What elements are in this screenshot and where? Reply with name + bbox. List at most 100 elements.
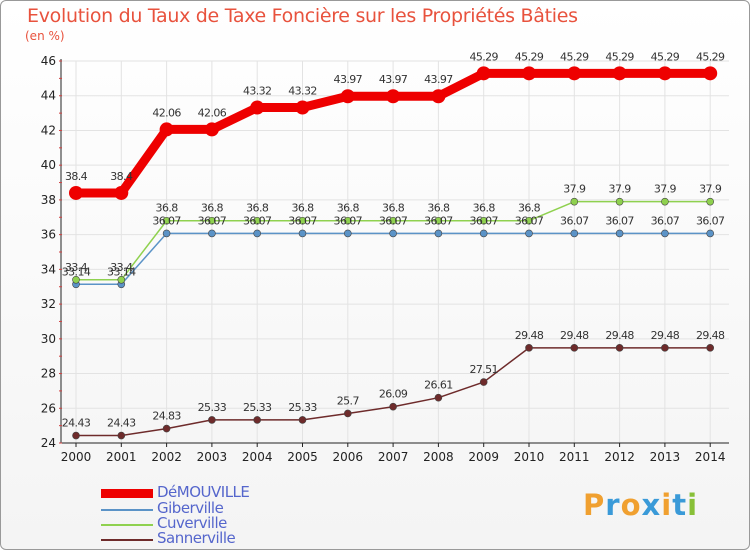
legend-label: Giberville <box>157 499 224 517</box>
data-label: 43.97 <box>334 73 363 86</box>
legend-label: Cuverville <box>157 514 227 532</box>
data-label: 42.06 <box>152 106 181 119</box>
proxiti-logo: Proxiti <box>583 488 698 522</box>
data-label: 36.07 <box>198 214 227 227</box>
data-label: 36.8 <box>246 202 269 215</box>
legend-label: DéMOUVILLE <box>157 483 250 501</box>
data-label: 36.07 <box>288 214 317 227</box>
data-label: 36.07 <box>469 214 498 227</box>
data-label: 36.07 <box>696 214 725 227</box>
data-label: 36.07 <box>334 214 363 227</box>
data-point <box>298 416 307 424</box>
data-label: 36.8 <box>518 202 541 215</box>
data-point <box>657 66 672 81</box>
y-tick-label: 42 <box>41 123 56 137</box>
x-tick-label: 2005 <box>287 450 318 464</box>
data-point <box>479 216 488 225</box>
data-point <box>706 344 715 352</box>
data-point <box>661 344 669 352</box>
data-label: 36.07 <box>515 214 544 227</box>
x-tick-label: 2012 <box>604 450 635 464</box>
data-label: 36.8 <box>337 202 360 215</box>
data-label: 33.14 <box>107 265 136 278</box>
y-tick-label: 44 <box>41 89 56 103</box>
data-point <box>295 100 310 115</box>
data-point <box>389 216 397 225</box>
data-point <box>253 216 262 225</box>
data-point <box>343 409 352 418</box>
data-label: 29.48 <box>515 329 544 342</box>
data-point <box>159 122 174 137</box>
data-point <box>208 416 216 424</box>
data-label: 43.97 <box>424 73 453 86</box>
data-point <box>706 197 715 206</box>
data-label: 38.4 <box>65 170 88 183</box>
data-label: 45.29 <box>696 50 725 63</box>
data-point <box>208 229 216 238</box>
y-tick-label: 26 <box>41 401 56 415</box>
y-tick-label: 46 <box>41 54 56 68</box>
data-label: 29.48 <box>651 329 680 342</box>
data-label: 36.8 <box>156 202 179 215</box>
y-tick-label: 36 <box>41 228 56 242</box>
data-label: 43.32 <box>243 85 272 98</box>
data-point <box>114 185 129 200</box>
data-label: 25.33 <box>198 401 227 414</box>
y-tick-label: 24 <box>41 436 56 450</box>
data-label: 29.48 <box>560 329 589 342</box>
logo-letter: o <box>620 488 642 522</box>
data-point <box>703 66 718 81</box>
data-point <box>298 216 307 225</box>
data-label: 25.7 <box>337 394 360 407</box>
data-label: 36.8 <box>291 202 314 215</box>
data-point <box>479 378 488 386</box>
data-point <box>162 229 171 238</box>
x-tick-label: 2007 <box>378 450 409 464</box>
data-point <box>431 89 446 104</box>
y-unit-label: (en %) <box>25 29 65 43</box>
data-label: 37.9 <box>654 183 677 196</box>
x-tick-label: 2004 <box>242 450 273 464</box>
data-label: 36.8 <box>427 202 450 215</box>
data-point <box>253 229 262 238</box>
data-label: 45.29 <box>515 50 544 63</box>
data-label: 24.43 <box>107 417 136 430</box>
data-label: 25.33 <box>243 401 272 414</box>
data-label: 36.07 <box>560 214 589 227</box>
data-point <box>570 229 579 238</box>
data-point <box>567 66 582 81</box>
data-label: 36.07 <box>152 214 181 227</box>
data-label: 26.61 <box>424 379 453 392</box>
data-label: 33.4 <box>65 261 88 274</box>
data-point <box>615 197 624 206</box>
logo-letter: P <box>583 488 606 522</box>
data-point <box>476 66 491 81</box>
data-point <box>250 100 265 115</box>
x-tick-label: 2006 <box>333 450 364 464</box>
x-tick-label: 2009 <box>468 450 499 464</box>
logo-letter: i <box>687 488 699 522</box>
data-label: 45.29 <box>469 50 498 63</box>
data-label: 36.07 <box>605 214 634 227</box>
data-point <box>208 216 216 225</box>
data-label: 38.4 <box>110 170 133 183</box>
x-tick-label: 2008 <box>423 450 454 464</box>
legend-swatch <box>101 539 153 541</box>
data-point <box>706 229 715 238</box>
data-point <box>615 344 624 352</box>
x-tick-label: 2010 <box>514 450 545 464</box>
data-point <box>434 393 443 402</box>
legend-swatch <box>101 489 153 498</box>
data-label: 26.09 <box>379 388 408 401</box>
data-point <box>525 344 533 352</box>
y-tick-label: 32 <box>41 297 56 311</box>
data-label: 29.48 <box>605 329 634 342</box>
data-label: 36.8 <box>382 202 405 215</box>
data-point <box>661 197 669 206</box>
data-point <box>434 216 443 225</box>
logo-letter: r <box>605 488 621 522</box>
data-point <box>72 275 80 284</box>
y-tick-label: 34 <box>41 262 56 276</box>
data-label: 24.83 <box>152 410 181 423</box>
